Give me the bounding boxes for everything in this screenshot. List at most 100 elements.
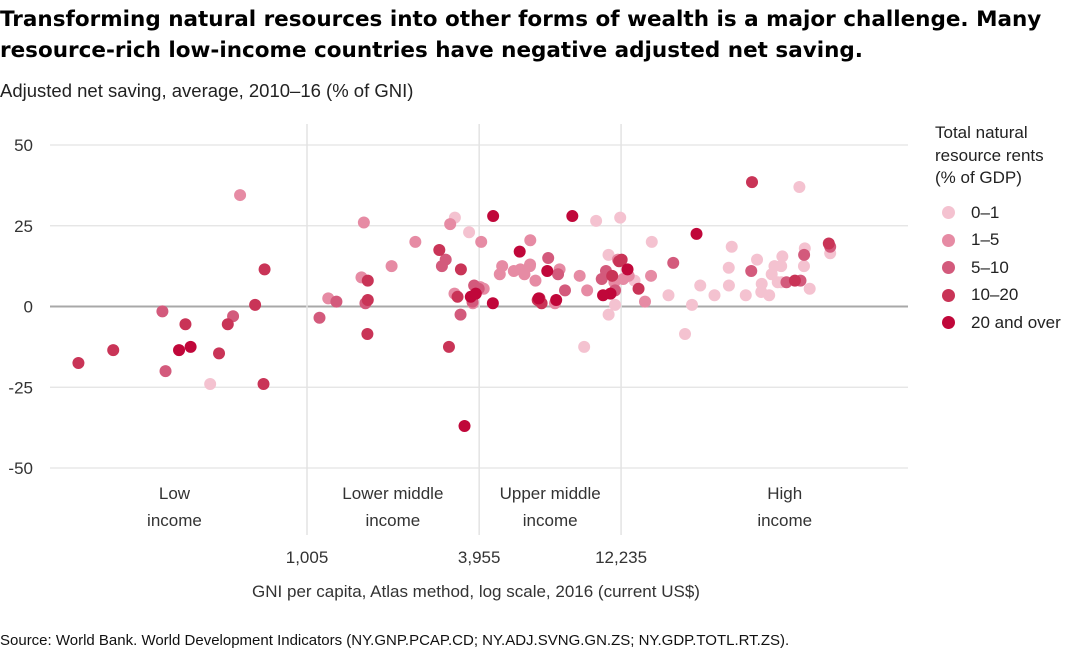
data-point-cat3-10 xyxy=(361,327,374,340)
legend-label-0-1: 0–1 xyxy=(971,202,1000,222)
data-point-cat0-14 xyxy=(722,261,735,274)
data-point-cat3-14 xyxy=(451,290,464,303)
data-point-cat2-12 xyxy=(558,284,571,297)
legend-title-line-2: resource rents xyxy=(935,145,1044,165)
data-point-cat0-33 xyxy=(463,226,476,239)
data-point-cat0-6 xyxy=(645,235,658,248)
data-point-cat3-4 xyxy=(221,318,234,331)
data-point-cat4-3 xyxy=(469,287,482,300)
income-group-label-2-line-2: income xyxy=(523,511,578,530)
data-point-cat3-22 xyxy=(788,274,801,287)
x-tick-label-0: 1,005 xyxy=(286,548,329,567)
data-point-cat3-8 xyxy=(361,274,374,287)
points-layer xyxy=(72,176,837,433)
legend-item-0-1: 0–1 xyxy=(942,199,1061,227)
data-point-cat2-17 xyxy=(745,264,758,277)
y-tick-label-1: 25 xyxy=(14,217,33,236)
data-point-cat0-29 xyxy=(797,260,810,273)
data-point-cat1-0 xyxy=(234,189,247,202)
legend: 0–1 1–5 5–10 10–20 20 and over xyxy=(942,199,1061,337)
data-point-cat0-15 xyxy=(725,240,738,253)
data-point-cat3-2 xyxy=(179,318,192,331)
data-point-cat4-13 xyxy=(566,210,579,223)
data-point-cat1-27 xyxy=(507,264,520,277)
data-point-cat2-10 xyxy=(542,252,555,265)
data-point-cat2-3 xyxy=(313,311,326,324)
data-point-cat0-16 xyxy=(722,279,735,292)
legend-label-20-and-over: 20 and over xyxy=(971,312,1061,332)
legend-label-10-20: 10–20 xyxy=(971,285,1019,305)
data-point-cat3-21 xyxy=(746,176,759,189)
data-point-cat3-7 xyxy=(257,378,270,391)
data-point-cat0-0 xyxy=(204,378,217,391)
data-point-cat1-2 xyxy=(385,260,398,273)
data-point-cat0-35 xyxy=(590,214,603,227)
data-point-cat4-10 xyxy=(621,263,634,276)
data-point-cat3-9 xyxy=(361,294,374,307)
data-point-cat3-19 xyxy=(615,253,628,266)
data-point-cat2-1 xyxy=(159,365,172,378)
data-point-cat0-28 xyxy=(793,180,806,193)
data-point-cat2-20 xyxy=(798,248,811,261)
data-point-cat1-13 xyxy=(573,269,586,282)
legend-item-10-20: 10–20 xyxy=(942,282,1061,310)
data-point-cat0-10 xyxy=(602,248,615,261)
data-point-cat2-11 xyxy=(552,268,565,281)
legend-item-1-5: 1–5 xyxy=(942,227,1061,255)
legend-item-20-and-over: 20 and over xyxy=(942,309,1061,337)
data-point-cat1-12 xyxy=(529,274,542,287)
source-note: Source: World Bank. World Development In… xyxy=(0,632,790,649)
legend-swatch-20-and-over xyxy=(942,316,955,330)
axis-layer: 50 25 0 -25 -50 1,005 3,955 12,235 Low income Lowe… xyxy=(8,136,812,567)
data-point-cat3-17 xyxy=(606,269,619,282)
legend-swatch-1-5 xyxy=(942,233,955,247)
y-tick-label-2: 0 xyxy=(24,298,33,317)
income-group-label-2-line-1: Upper middle xyxy=(500,484,601,503)
scatter-chart: 50 25 0 -25 -50 1,005 3,955 12,235 Low income Lowe… xyxy=(8,124,908,601)
data-point-cat0-12 xyxy=(694,279,707,292)
data-point-cat0-20 xyxy=(755,277,768,290)
chart-subtitle: Adjusted net saving, average, 2010–16 (%… xyxy=(0,80,414,101)
data-point-cat0-27 xyxy=(776,250,789,263)
data-point-cat1-25 xyxy=(496,260,509,273)
income-group-label-1-line-1: Lower middle xyxy=(342,484,443,503)
income-group-label-3-line-2: income xyxy=(757,511,812,530)
data-point-cat3-13 xyxy=(454,263,467,276)
data-point-cat4-14 xyxy=(458,420,471,433)
data-point-cat3-1 xyxy=(107,344,120,357)
data-point-cat3-11 xyxy=(433,243,446,256)
chart-title-line-1: Transforming natural resources into othe… xyxy=(0,7,1042,32)
data-point-cat1-5 xyxy=(475,235,488,248)
income-group-label-0-line-1: Low xyxy=(159,484,191,503)
data-point-cat0-2 xyxy=(578,340,591,353)
data-point-cat2-16 xyxy=(667,256,680,269)
data-point-cat4-4 xyxy=(487,210,500,223)
legend-label-1-5: 1–5 xyxy=(971,230,1000,250)
data-point-cat1-4 xyxy=(444,218,457,231)
data-point-cat4-15 xyxy=(597,289,610,302)
data-point-cat0-5 xyxy=(614,211,627,224)
data-point-cat3-23 xyxy=(822,237,835,250)
y-tick-label-0: 50 xyxy=(14,136,33,155)
y-tick-label-4: -50 xyxy=(8,459,33,478)
data-point-cat0-13 xyxy=(708,289,721,302)
x-axis-label: GNI per capita, Atlas method, log scale,… xyxy=(252,582,700,601)
x-tick-label-1: 3,955 xyxy=(458,548,501,567)
data-point-cat0-8 xyxy=(679,327,692,340)
legend-swatch-10-20 xyxy=(942,288,955,302)
legend-item-5-10: 5–10 xyxy=(942,254,1061,282)
data-point-cat4-8 xyxy=(550,294,563,307)
legend-swatch-5-10 xyxy=(942,261,955,275)
legend-swatch-0-1 xyxy=(942,206,955,220)
income-group-label-3-line-1: High xyxy=(767,484,802,503)
income-group-label-0-line-2: income xyxy=(147,511,202,530)
legend-label-5-10: 5–10 xyxy=(971,257,1009,277)
data-point-cat2-0 xyxy=(156,305,169,318)
data-point-cat3-3 xyxy=(213,347,226,360)
data-point-cat2-5 xyxy=(439,253,452,266)
data-point-cat0-3 xyxy=(602,308,615,321)
data-point-cat2-22 xyxy=(330,295,343,308)
data-point-cat4-0 xyxy=(173,344,186,357)
income-group-label-1-line-2: income xyxy=(365,511,420,530)
data-point-cat0-21 xyxy=(763,289,776,302)
